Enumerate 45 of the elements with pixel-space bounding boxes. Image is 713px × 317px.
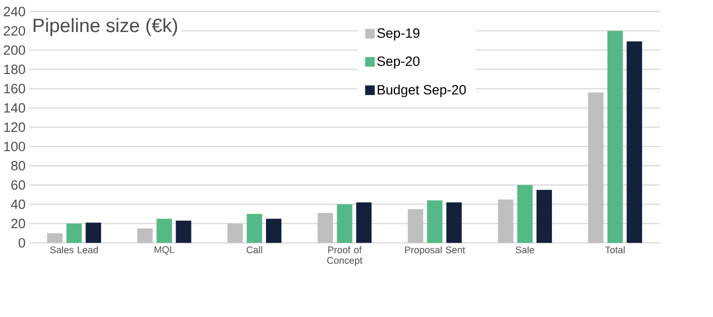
bar bbox=[227, 224, 243, 243]
y-tick-label: 220 bbox=[4, 26, 26, 36]
y-tick-label: 20 bbox=[11, 218, 26, 228]
legend-label: Sep-19 bbox=[377, 28, 420, 40]
y-tick-label: 80 bbox=[11, 160, 26, 170]
bar bbox=[176, 220, 192, 243]
y-tick-label: 240 bbox=[4, 6, 26, 16]
y-tick-label: 160 bbox=[4, 84, 26, 94]
bar bbox=[318, 212, 334, 243]
y-tick-label: 60 bbox=[11, 180, 26, 190]
bar bbox=[517, 185, 533, 243]
bar bbox=[137, 228, 153, 243]
bar bbox=[626, 41, 642, 243]
bar bbox=[536, 190, 552, 243]
y-tick-label: 200 bbox=[4, 45, 26, 55]
y-tick-label: 100 bbox=[4, 142, 26, 152]
y-tick-label: 120 bbox=[4, 122, 26, 132]
bar bbox=[47, 233, 63, 243]
y-tick-label: 180 bbox=[4, 64, 26, 74]
bar bbox=[408, 209, 424, 243]
legend-label: Sep-20 bbox=[377, 56, 420, 69]
bar bbox=[588, 92, 604, 243]
x-tick-label: Sales Lead bbox=[50, 246, 98, 254]
bar bbox=[356, 202, 372, 243]
chart-title: Pipeline size (€k) bbox=[34, 18, 178, 36]
bar bbox=[607, 30, 623, 243]
x-tick-label: MQL bbox=[154, 246, 174, 255]
bar bbox=[336, 204, 352, 243]
x-tick-label: Sale bbox=[516, 246, 534, 254]
x-tick-label: Call bbox=[246, 246, 262, 254]
bar bbox=[266, 218, 282, 243]
x-tick-label: Proposal Sent bbox=[405, 246, 466, 256]
bar bbox=[86, 222, 102, 243]
bar bbox=[498, 199, 514, 243]
bar bbox=[156, 218, 172, 243]
x-tick-label: Proof of Concept bbox=[327, 246, 362, 266]
bar bbox=[427, 200, 442, 243]
x-tick-label: Total bbox=[605, 246, 625, 254]
bar bbox=[446, 202, 462, 243]
y-tick-label: 40 bbox=[10, 200, 26, 210]
y-tick-label: 140 bbox=[4, 103, 26, 113]
bar bbox=[66, 224, 82, 243]
legend-label: Budget Sep-20 bbox=[378, 84, 466, 98]
y-tick-label: 0 bbox=[18, 238, 26, 248]
bar bbox=[246, 214, 262, 243]
